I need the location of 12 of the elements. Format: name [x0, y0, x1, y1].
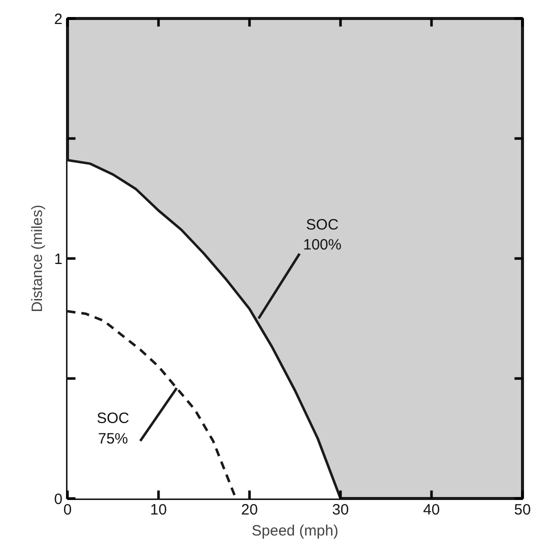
y-tick-label: 1: [54, 251, 62, 268]
y-tick-label: 0: [54, 491, 62, 508]
x-tick-label: 30: [332, 502, 349, 518]
annotation: SOC 100%: [303, 216, 342, 254]
x-tick-label: 50: [514, 502, 531, 518]
y-tick-label: 2: [54, 11, 62, 28]
annotation: SOC 75%: [96, 410, 130, 448]
x-axis-title: Speed (mph): [252, 522, 338, 540]
x-tick-label: 10: [150, 502, 167, 518]
y-axis-title: Distance (miles): [29, 204, 46, 312]
x-tick-label: 40: [423, 502, 440, 518]
x-tick-label: 20: [241, 502, 258, 518]
